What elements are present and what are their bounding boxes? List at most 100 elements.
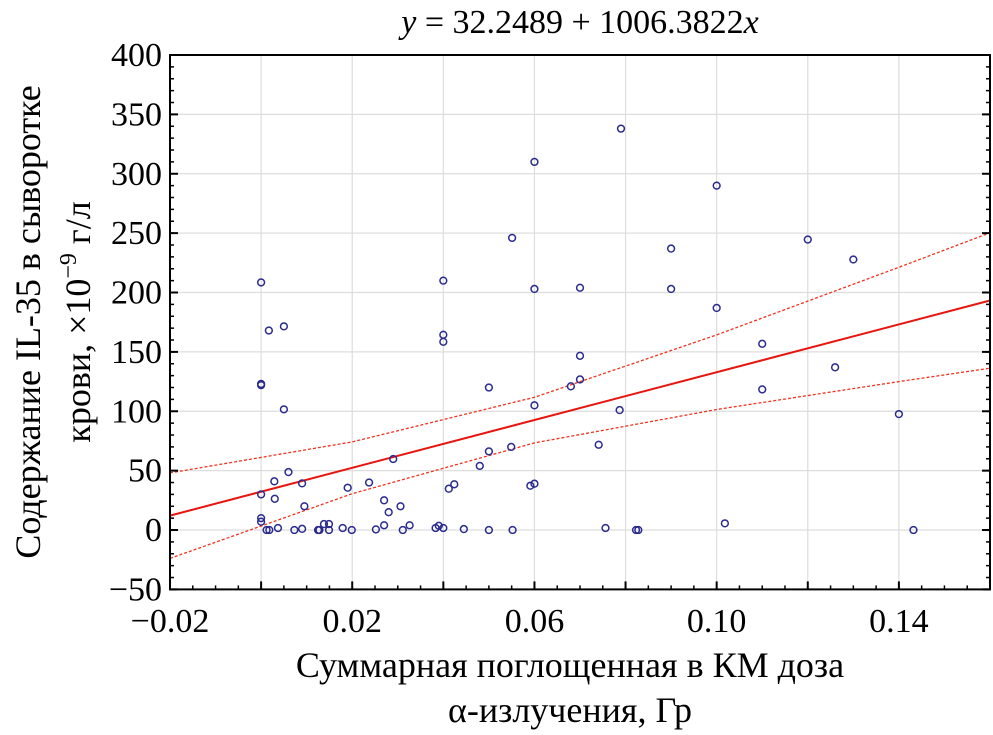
x-tick-label: 0.06 bbox=[505, 603, 565, 640]
data-point bbox=[264, 326, 274, 335]
data-point bbox=[343, 483, 352, 492]
y-axis-title-line2: крови, ×10−9 г/л bbox=[56, 201, 98, 442]
data-point bbox=[475, 461, 484, 471]
data-point bbox=[894, 409, 904, 419]
data-point bbox=[849, 255, 858, 264]
y-tick-label: 200 bbox=[111, 275, 162, 312]
chart-title: y = 32.2489 + 1006.3822x bbox=[398, 4, 759, 41]
data-point bbox=[256, 380, 266, 390]
data-point bbox=[256, 517, 266, 526]
data-point bbox=[439, 276, 448, 285]
data-point bbox=[265, 525, 274, 535]
data-point bbox=[530, 401, 539, 410]
data-point bbox=[666, 244, 676, 253]
data-point bbox=[615, 405, 624, 415]
data-point bbox=[459, 524, 468, 534]
x-axis-title-line1: Суммарная поглощенная в КМ доза bbox=[296, 645, 844, 685]
y-tick-label: 50 bbox=[128, 453, 162, 490]
data-point bbox=[712, 181, 721, 190]
axis-ticks: −0.02 0.02 0.06 0.10 0.14 −50 0 50 100 150 200 250 3… bbox=[109, 37, 991, 640]
data-point bbox=[484, 447, 494, 456]
x-tick-label: 0.02 bbox=[322, 603, 382, 640]
plot-frame bbox=[169, 54, 991, 591]
data-point bbox=[270, 477, 279, 486]
data-point bbox=[530, 284, 539, 294]
confidence-band-upper bbox=[169, 232, 991, 474]
data-point bbox=[526, 481, 535, 490]
y-tick-label: 300 bbox=[111, 156, 162, 193]
data-point bbox=[396, 502, 405, 511]
data-point bbox=[616, 124, 626, 133]
data-point bbox=[319, 519, 329, 529]
data-point bbox=[601, 523, 610, 533]
data-point bbox=[371, 525, 381, 534]
data-point bbox=[324, 519, 334, 529]
data-point bbox=[508, 525, 517, 535]
data-point bbox=[758, 385, 767, 394]
data-point bbox=[256, 513, 266, 523]
data-point bbox=[530, 479, 539, 488]
x-tick-label: 0.10 bbox=[687, 603, 747, 640]
data-point bbox=[270, 494, 279, 503]
data-point bbox=[262, 525, 271, 535]
data-point bbox=[284, 467, 293, 477]
x-tick-label: 0.14 bbox=[869, 603, 929, 640]
data-point bbox=[444, 484, 453, 493]
data-point bbox=[484, 525, 494, 535]
data-point bbox=[484, 383, 494, 392]
data-point bbox=[279, 405, 289, 414]
data-point bbox=[297, 524, 307, 533]
confidence-band-lower bbox=[169, 367, 991, 560]
data-point bbox=[450, 480, 459, 489]
data-point bbox=[364, 478, 374, 487]
x-tick-label: −0.02 bbox=[131, 603, 210, 640]
regression-line bbox=[169, 299, 991, 517]
data-point bbox=[566, 382, 576, 391]
data-point bbox=[379, 521, 389, 530]
data-point bbox=[575, 351, 585, 360]
data-point bbox=[758, 339, 767, 348]
data-point bbox=[297, 479, 307, 488]
data-point bbox=[324, 525, 334, 535]
y-tick-label: 350 bbox=[111, 96, 162, 133]
data-point bbox=[530, 157, 539, 167]
y-tick-label: 250 bbox=[111, 215, 162, 252]
confidence-band bbox=[169, 232, 991, 560]
data-point bbox=[256, 278, 266, 287]
data-point bbox=[347, 525, 356, 535]
data-point bbox=[909, 525, 918, 535]
y-tick-label: 400 bbox=[111, 37, 162, 74]
y-tick-label: −50 bbox=[109, 571, 162, 608]
data-point bbox=[830, 363, 840, 372]
data-point bbox=[594, 440, 603, 449]
data-point bbox=[338, 523, 347, 533]
y-tick-label: 150 bbox=[111, 334, 162, 371]
data-point bbox=[507, 442, 516, 452]
data-point bbox=[315, 525, 324, 535]
data-point bbox=[439, 337, 448, 346]
y-axis-title-line1: Содержание IL-35 в сыворотке bbox=[8, 85, 48, 558]
data-point bbox=[273, 523, 283, 533]
data-point bbox=[405, 521, 414, 530]
data-point bbox=[439, 523, 448, 533]
data-point bbox=[379, 496, 389, 505]
data-point bbox=[720, 519, 730, 528]
grid bbox=[169, 54, 991, 591]
data-point bbox=[384, 508, 393, 517]
data-point bbox=[434, 521, 443, 530]
data-point bbox=[398, 525, 407, 535]
data-point bbox=[507, 233, 517, 243]
data-point bbox=[300, 502, 309, 511]
data-point bbox=[279, 322, 289, 331]
data-point bbox=[575, 375, 585, 384]
y-tick-label: 0 bbox=[145, 512, 162, 549]
data-points bbox=[256, 124, 918, 535]
x-axis-title-line2: α-излучения, Гр bbox=[448, 690, 692, 730]
data-point bbox=[290, 525, 299, 535]
data-point bbox=[389, 454, 398, 464]
data-point bbox=[256, 490, 266, 499]
y-tick-label: 100 bbox=[111, 393, 162, 430]
data-point bbox=[712, 303, 721, 313]
data-point bbox=[575, 283, 585, 292]
